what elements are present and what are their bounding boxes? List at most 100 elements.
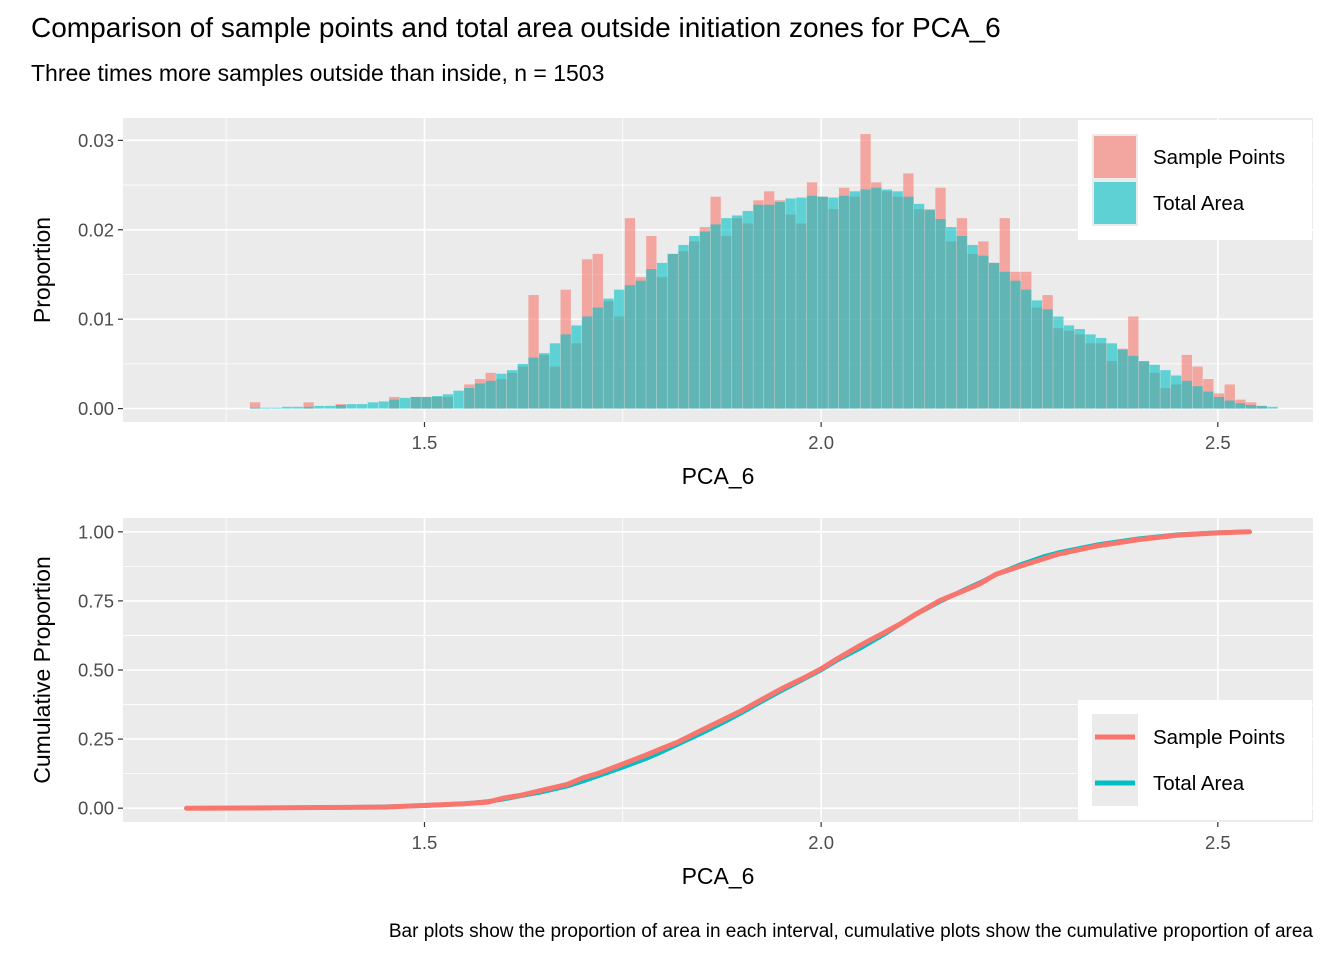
legend-swatch-sample-points — [1094, 136, 1136, 178]
bar — [721, 218, 732, 409]
bar — [1267, 406, 1278, 409]
bar — [271, 407, 282, 409]
bar — [389, 399, 400, 409]
bar — [978, 255, 989, 409]
bar — [378, 401, 389, 409]
bar — [796, 197, 807, 409]
x-axis-label: PCA_6 — [682, 863, 755, 889]
bar — [1245, 405, 1257, 409]
bar — [710, 224, 721, 409]
bar — [646, 269, 657, 409]
y-tick-label: 0.01 — [78, 309, 114, 330]
y-tick-label: 0.00 — [78, 798, 114, 819]
bar — [1128, 355, 1139, 409]
bar — [571, 325, 582, 409]
bar — [442, 394, 454, 409]
x-tick-label: 1.5 — [412, 432, 438, 453]
bar — [303, 406, 314, 409]
x-tick-label: 1.5 — [412, 832, 438, 853]
bar — [249, 402, 261, 409]
bar — [410, 396, 421, 409]
y-tick-label: 0.00 — [78, 398, 114, 419]
y-tick-label: 1.00 — [78, 521, 114, 542]
bar — [678, 244, 689, 409]
bar — [549, 343, 561, 409]
legend-label: Total Area — [1153, 192, 1245, 215]
bar — [592, 307, 603, 409]
y-tick-label: 0.50 — [78, 660, 114, 681]
bar — [1063, 325, 1075, 409]
bar — [699, 231, 711, 409]
bar — [346, 404, 357, 409]
bar — [1181, 380, 1193, 409]
bar — [689, 236, 700, 409]
bar — [860, 189, 871, 409]
bar — [603, 298, 614, 409]
bar — [614, 289, 625, 409]
bar — [1256, 405, 1267, 409]
bar — [946, 227, 957, 409]
bar — [399, 397, 411, 409]
chart-caption: Bar plots show the proportion of area in… — [388, 921, 1313, 942]
y-tick-label: 0.25 — [78, 729, 114, 750]
x-tick-label: 2.0 — [808, 832, 834, 853]
legend-swatch-total-area — [1094, 182, 1136, 224]
bar — [967, 244, 978, 409]
legend-label: Sample Points — [1153, 146, 1285, 169]
bar — [1192, 386, 1203, 409]
bar — [506, 370, 518, 409]
bar — [1096, 337, 1107, 409]
bar — [753, 204, 764, 409]
bar — [539, 353, 550, 409]
bar — [892, 191, 903, 409]
bar — [1224, 400, 1235, 409]
bar — [817, 196, 828, 409]
bar — [1213, 396, 1225, 409]
bar — [849, 191, 861, 409]
bar — [1117, 349, 1128, 409]
bar — [838, 195, 850, 409]
legend-label: Total Area — [1153, 772, 1245, 795]
bar — [731, 215, 743, 409]
bar — [785, 198, 796, 409]
bar — [828, 197, 839, 409]
bar — [988, 262, 1000, 409]
bar — [292, 406, 304, 409]
bar — [421, 396, 432, 409]
bar — [260, 407, 271, 409]
y-axis-label: Proportion — [29, 217, 55, 323]
bar — [1203, 391, 1214, 409]
bar — [1031, 300, 1043, 409]
bar — [913, 203, 925, 409]
chart-subtitle: Three times more samples outside than in… — [31, 60, 605, 86]
bar — [324, 405, 336, 409]
bar — [999, 271, 1010, 409]
bar — [249, 407, 261, 409]
y-tick-label: 0.75 — [78, 590, 114, 611]
x-tick-label: 2.0 — [808, 432, 834, 453]
bar — [1053, 316, 1064, 409]
y-tick-label: 0.03 — [78, 130, 114, 151]
bar — [1138, 361, 1150, 409]
x-axis-label: PCA_6 — [682, 463, 755, 489]
bar — [581, 316, 593, 409]
bar — [1170, 375, 1182, 409]
bar — [1074, 329, 1085, 409]
bar — [624, 285, 636, 409]
bar — [656, 262, 668, 409]
bar — [635, 280, 646, 409]
bar — [303, 402, 314, 409]
bar — [924, 210, 935, 409]
bar — [871, 187, 882, 409]
bar — [474, 383, 486, 409]
bar — [1010, 280, 1021, 409]
bar — [464, 388, 475, 409]
bar — [282, 406, 293, 409]
bar — [1224, 384, 1235, 409]
bar — [667, 253, 678, 409]
y-axis-label: Cumulative Proportion — [29, 556, 55, 784]
bar — [453, 390, 464, 409]
x-tick-label: 2.5 — [1205, 832, 1231, 853]
bar — [764, 204, 775, 409]
